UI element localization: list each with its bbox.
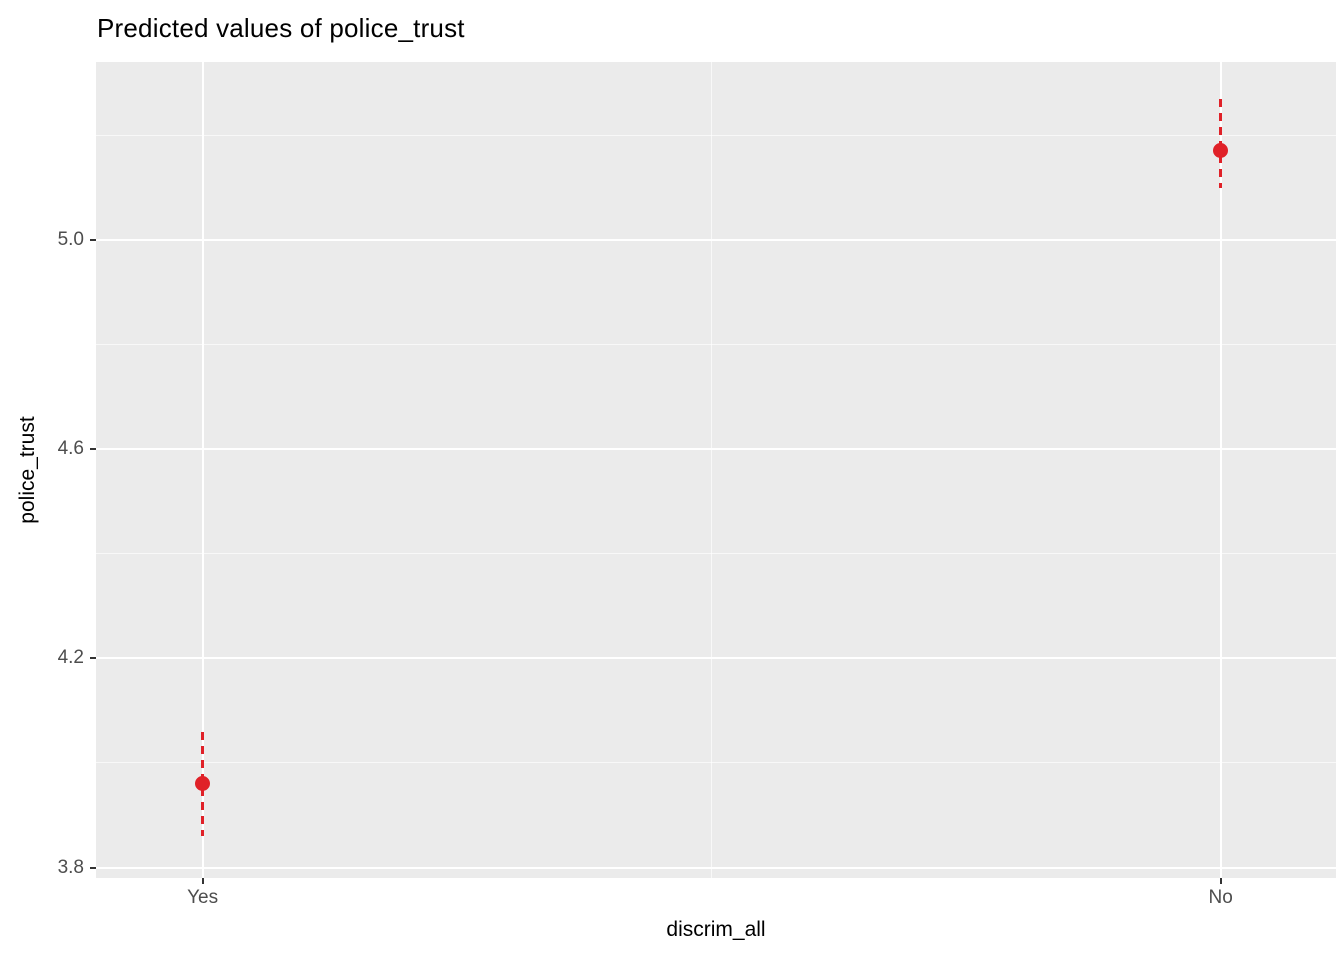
major-gridline-horizontal	[96, 866, 1336, 869]
major-gridline-horizontal	[96, 448, 1336, 451]
x-tick-label: No	[1208, 887, 1233, 908]
major-gridline-vertical	[201, 62, 204, 878]
x-axis-title: discrim_all	[666, 918, 766, 941]
x-axis-tick	[201, 878, 204, 884]
x-tick-label: Yes	[187, 887, 219, 908]
major-gridline-vertical	[1219, 62, 1222, 878]
minor-gridline-vertical	[711, 62, 713, 878]
data-point	[1213, 143, 1229, 159]
minor-gridline-horizontal	[96, 343, 1336, 345]
y-axis-tick	[90, 448, 96, 451]
y-tick-label: 4.2	[57, 647, 84, 669]
y-axis-tick	[90, 866, 96, 869]
y-tick-label: 5.0	[57, 228, 84, 250]
major-gridline-horizontal	[96, 657, 1336, 660]
y-axis-title: police_trust	[16, 416, 39, 524]
y-axis-tick	[90, 238, 96, 241]
data-point	[195, 776, 211, 792]
minor-gridline-horizontal	[96, 553, 1336, 555]
minor-gridline-horizontal	[96, 762, 1336, 764]
chart-title: Predicted values of police_trust	[97, 13, 465, 43]
minor-gridline-horizontal	[96, 134, 1336, 136]
plot-panel	[96, 62, 1336, 878]
x-axis-tick	[1219, 878, 1222, 884]
error-bar	[1219, 98, 1223, 188]
major-gridline-horizontal	[96, 238, 1336, 241]
y-axis-tick	[90, 657, 96, 660]
y-tick-label: 3.8	[57, 856, 84, 878]
y-tick-label: 4.6	[57, 438, 84, 460]
